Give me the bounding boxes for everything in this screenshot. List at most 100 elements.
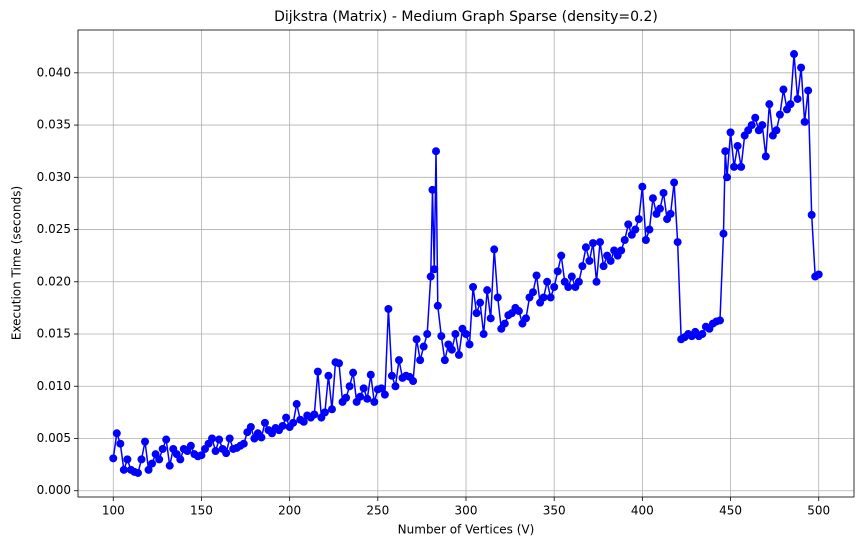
data-point — [567, 272, 576, 281]
data-point — [747, 121, 756, 130]
data-point — [493, 293, 502, 302]
data-point — [624, 220, 633, 229]
data-point — [112, 429, 121, 438]
data-point — [634, 215, 643, 224]
data-point — [465, 340, 474, 349]
data-point — [359, 384, 368, 393]
data-point — [377, 384, 386, 393]
data-point — [416, 356, 425, 365]
data-point — [454, 350, 463, 359]
data-point — [282, 413, 291, 422]
data-point — [721, 147, 730, 156]
data-point — [469, 283, 478, 292]
data-point — [292, 400, 301, 409]
data-point — [715, 316, 724, 325]
data-point — [659, 188, 668, 197]
data-point — [617, 246, 626, 255]
data-point — [451, 330, 460, 339]
data-point — [165, 461, 174, 470]
data-point — [574, 277, 583, 286]
data-point — [387, 371, 396, 380]
data-point — [225, 434, 234, 443]
data-point — [761, 152, 770, 161]
data-point — [299, 417, 308, 426]
data-point — [437, 332, 446, 341]
y-tick-label: 0.025 — [37, 222, 71, 236]
data-point — [278, 421, 287, 430]
data-point — [483, 286, 492, 295]
y-tick-label: 0.000 — [37, 483, 71, 497]
data-point — [532, 271, 541, 280]
data-point — [320, 408, 329, 417]
data-point — [211, 447, 220, 456]
data-point — [656, 204, 664, 213]
data-point — [246, 423, 255, 432]
data-point — [155, 455, 164, 464]
data-point — [349, 368, 358, 377]
data-point — [423, 330, 432, 339]
data-point — [779, 85, 788, 94]
data-point — [335, 359, 344, 368]
data-point — [289, 418, 298, 427]
data-point — [462, 330, 470, 339]
data-point — [765, 100, 774, 109]
y-tick-label: 0.035 — [37, 118, 71, 132]
data-point — [500, 319, 509, 328]
data-point — [786, 100, 795, 109]
data-point — [356, 392, 365, 401]
data-point — [751, 113, 760, 122]
data-point — [144, 465, 153, 474]
data-point — [186, 441, 195, 450]
data-point — [737, 162, 746, 171]
data-point — [432, 147, 441, 156]
data-point — [620, 235, 629, 244]
data-point — [123, 455, 132, 464]
data-point — [137, 455, 146, 464]
data-point — [440, 356, 449, 365]
data-point — [564, 283, 573, 292]
data-point — [645, 225, 654, 234]
data-point — [197, 451, 206, 460]
data-point — [648, 194, 657, 203]
data-point — [529, 288, 538, 297]
x-tick-label: 400 — [631, 504, 654, 518]
data-point — [486, 314, 495, 323]
data-point — [631, 225, 640, 234]
data-point — [673, 238, 682, 247]
x-tick-label: 250 — [366, 504, 389, 518]
data-point — [148, 459, 157, 468]
data-point — [800, 117, 809, 126]
data-point — [257, 433, 266, 442]
data-point — [310, 410, 319, 419]
data-point — [638, 182, 647, 191]
data-point — [592, 277, 601, 286]
data-point — [553, 267, 562, 276]
data-point — [366, 370, 375, 379]
y-tick-label: 0.020 — [37, 274, 71, 288]
data-point — [162, 435, 171, 444]
data-point — [479, 330, 488, 339]
data-point — [109, 454, 118, 463]
data-point — [158, 444, 167, 453]
data-point — [578, 262, 587, 271]
plot-frame — [77, 29, 855, 498]
data-point — [327, 405, 336, 414]
y-tick-label: 0.005 — [37, 431, 71, 445]
data-point — [758, 121, 767, 130]
data-point — [447, 345, 456, 354]
x-tick-label: 350 — [543, 504, 566, 518]
chart-title: Dijkstra (Matrix) - Medium Graph Sparse … — [274, 9, 658, 25]
data-point — [363, 394, 372, 403]
y-axis-label: Execution Time (seconds) — [10, 186, 24, 340]
data-point — [666, 209, 675, 218]
data-point — [260, 418, 269, 427]
data-point — [391, 382, 400, 391]
data-point — [670, 178, 679, 187]
data-point — [588, 239, 597, 248]
data-point — [215, 435, 224, 444]
data-point — [514, 307, 523, 316]
data-point — [345, 382, 354, 391]
data-point — [730, 162, 739, 171]
data-point — [412, 335, 421, 344]
